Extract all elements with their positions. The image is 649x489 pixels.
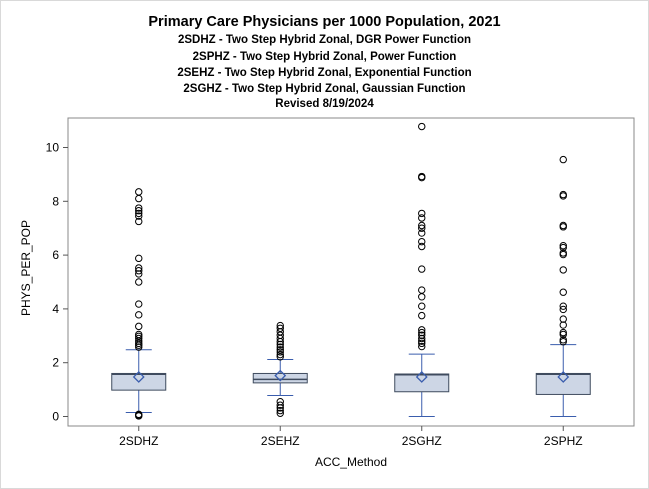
- outlier-point: [559, 315, 567, 323]
- outlier-point: [418, 328, 426, 337]
- x-tick-label: 2SGHZ: [402, 434, 442, 448]
- outlier-point: [135, 194, 143, 203]
- outlier-point: [135, 217, 143, 226]
- outlier-point: [135, 332, 143, 341]
- y-tick-label: 8: [52, 194, 59, 208]
- outlier-point: [418, 172, 426, 181]
- y-tick-label: 2: [52, 356, 59, 370]
- outlier-point: [135, 334, 143, 343]
- outlier-point: [418, 326, 426, 334]
- box-group-2sghz: [394, 122, 450, 417]
- mean-marker: [415, 371, 428, 383]
- outlier-point: [418, 237, 426, 246]
- outlier-point: [276, 353, 284, 361]
- outlier-point: [559, 305, 567, 314]
- outlier-point: [276, 348, 284, 356]
- outlier-point: [559, 221, 567, 230]
- outlier-point: [559, 328, 567, 337]
- outlier-point: [135, 267, 143, 275]
- marks-layer: [111, 122, 591, 420]
- outlier-point: [135, 207, 143, 215]
- axes-layer: 0 2 4 6 8 10 2SDHZ 2SEHZ 2SGHZ 2SPHZ: [46, 117, 635, 448]
- plot-area-frame: [67, 117, 635, 427]
- box: [535, 372, 591, 395]
- outlier-point: [418, 342, 426, 351]
- x-tick-label: 2SPHZ: [544, 434, 583, 448]
- outlier-point: [135, 204, 143, 212]
- outlier-point: [135, 212, 143, 220]
- chart-subtitle-1: 2SDHZ - Two Step Hybrid Zonal, DGR Power…: [177, 34, 472, 46]
- outlier-point: [276, 398, 284, 406]
- outlier-point: [559, 155, 567, 164]
- outlier-point: [559, 302, 567, 310]
- outlier-point: [559, 241, 567, 250]
- outlier-point: [276, 401, 284, 409]
- outlier-point: [559, 190, 567, 199]
- y-tick-label: 4: [52, 302, 59, 316]
- y-tick-label: 10: [46, 141, 60, 155]
- outlier-point: [276, 409, 284, 417]
- outlier-point: [418, 293, 426, 301]
- chart-revision-date: Revised 8/19/2024: [275, 98, 374, 110]
- outlier-point: [135, 264, 143, 272]
- outlier-point: [276, 406, 284, 415]
- outlier-point: [418, 242, 426, 251]
- box-group-2sehz: [252, 321, 308, 417]
- outlier-point: [418, 214, 426, 222]
- outlier-point: [418, 302, 426, 310]
- y-axis-label: PHYS_PER_POP: [19, 220, 33, 316]
- chart-subtitle-3: 2SEHZ - Two Step Hybrid Zonal, Exponenti…: [177, 67, 472, 79]
- outlier-point: [135, 188, 143, 196]
- x-tick-label: 2SEHZ: [261, 434, 300, 448]
- outlier-point: [135, 322, 143, 331]
- outlier-point: [418, 265, 426, 273]
- outlier-point: [559, 243, 567, 252]
- outlier-point: [135, 410, 143, 419]
- outlier-point: [418, 229, 426, 237]
- box-group-2sdhz: [111, 188, 167, 420]
- outlier-point: [276, 331, 284, 339]
- outlier-point: [276, 343, 284, 351]
- outlier-point: [418, 122, 426, 131]
- chart-subtitle-2: 2SPHZ - Two Step Hybrid Zonal, Power Fun…: [192, 51, 457, 63]
- outlier-point: [276, 346, 284, 354]
- outlier-point: [276, 350, 284, 359]
- chart-subtitle-4: 2SGHZ - Two Step Hybrid Zonal, Gaussian …: [183, 83, 466, 95]
- outlier-point: [418, 331, 426, 339]
- outlier-point: [135, 311, 143, 319]
- outlier-point: [135, 209, 143, 218]
- outlier-point: [135, 254, 143, 263]
- box: [252, 372, 308, 384]
- outlier-point: [418, 339, 426, 348]
- outlier-point: [276, 321, 284, 330]
- y-tick-label: 0: [52, 410, 59, 424]
- outlier-point: [559, 266, 567, 274]
- outlier-point: [135, 300, 143, 308]
- y-tick-label: 6: [52, 248, 59, 262]
- outlier-point: [559, 338, 567, 346]
- outlier-point: [135, 278, 143, 286]
- mean-marker: [557, 371, 570, 383]
- outlier-point: [559, 288, 567, 296]
- outlier-point: [418, 286, 426, 294]
- outlier-point: [559, 249, 567, 257]
- outlier-point: [135, 339, 143, 348]
- x-tick-label: 2SDHZ: [119, 434, 158, 448]
- outlier-point: [418, 221, 426, 230]
- outlier-point: [418, 209, 426, 218]
- mean-marker: [132, 371, 145, 383]
- x-axis-label: ACC_Method: [315, 455, 387, 469]
- outlier-point: [559, 336, 567, 344]
- outlier-point: [418, 311, 426, 320]
- outlier-point: [418, 224, 426, 232]
- outlier-point: [276, 324, 284, 332]
- mean-marker: [274, 369, 287, 382]
- outlier-point: [135, 330, 143, 339]
- box-group-2sphz: [535, 155, 591, 417]
- chart-title: Primary Care Physicians per 1000 Populat…: [148, 14, 501, 30]
- outlier-point: [559, 330, 567, 339]
